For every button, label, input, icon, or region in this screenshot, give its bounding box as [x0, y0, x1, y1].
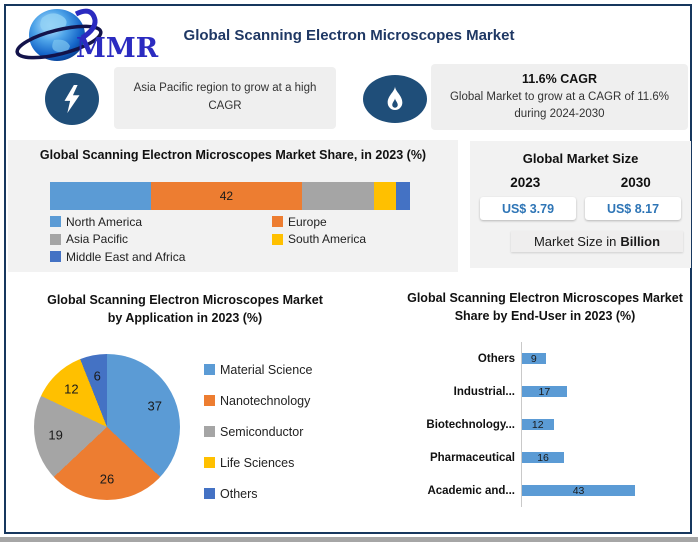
legend-item: Others — [204, 486, 312, 501]
pie-slice-value: 6 — [93, 368, 101, 384]
legend-swatch — [204, 457, 215, 468]
market-size-value-2030: US$ 8.17 — [585, 197, 681, 220]
logo-text: MMR — [76, 33, 159, 62]
market-size-value-2023: US$ 3.79 — [480, 197, 576, 220]
cagr-heading: 11.6% CAGR — [521, 71, 598, 86]
stacked-bar-segment: 42 — [150, 182, 302, 210]
enduser-bar-value: 16 — [537, 451, 549, 464]
enduser-bar: 17 — [522, 385, 567, 398]
legend-item: Material Science — [204, 362, 313, 377]
enduser-bar-value: 12 — [531, 418, 544, 431]
legend-item: South America — [272, 232, 367, 246]
legend-label: Nanotechnology — [220, 393, 311, 408]
enduser-bar: 12 — [522, 418, 554, 431]
pie-slice-value: 12 — [64, 381, 79, 397]
legend-label: Asia Pacific — [66, 232, 129, 246]
mmr-logo: MMR — [14, 4, 166, 64]
enduser-bar: 9 — [522, 352, 546, 365]
legend-item: Asia Pacific — [50, 232, 272, 246]
bottom-edge-strip — [0, 537, 698, 542]
market-share-legend: North America Europe Asia Pacific South Ame… — [50, 214, 367, 264]
enduser-row: Pharmaceutical 16 — [384, 441, 684, 474]
enduser-category-label: Academic and... — [427, 484, 515, 497]
legend-item: North America — [50, 214, 272, 229]
page-title: Global Scanning Electron Microscopes Mar… — [183, 27, 515, 44]
legend-item: Life Sciences — [204, 455, 312, 470]
legend-label: Middle East and Africa — [66, 249, 186, 264]
legend-label: South America — [288, 232, 367, 246]
enduser-bar-chart: Others 9 Industrial... 17 Biotechnology... 12… — [384, 342, 684, 507]
legend-swatch — [50, 216, 61, 227]
market-share-panel: Global Scanning Electron Microscopes Mar… — [8, 140, 458, 272]
legend-label: Material Science — [220, 362, 313, 377]
enduser-bar-area: 43 — [521, 474, 684, 507]
enduser-bar-area: 9 — [521, 342, 684, 375]
enduser-row: Others 9 — [384, 342, 684, 375]
stacked-bar-segment — [373, 182, 396, 210]
enduser-bar-value: 43 — [572, 484, 585, 497]
legend-item: Middle East and Africa — [50, 249, 272, 264]
legend-swatch — [204, 364, 215, 375]
enduser-bar-value: 9 — [530, 352, 537, 365]
legend-swatch — [204, 488, 215, 499]
enduser-category-label: Industrial... — [453, 385, 515, 398]
market-size-year-2023: 2023 — [510, 175, 541, 190]
application-pie-chart: 37 26 19 12 6 — [34, 354, 180, 500]
pie-slice-value: 19 — [48, 427, 63, 443]
highlight-asia-pacific: Asia Pacific region to grow at a high CA… — [114, 67, 336, 129]
highlight-asia-pacific-text: Asia Pacific region to grow at a high CA… — [133, 82, 317, 112]
enduser-bar-area: 16 — [521, 441, 684, 474]
market-size-note-unit: Billion — [620, 234, 661, 249]
stacked-bar-segment — [395, 182, 410, 210]
legend-swatch — [204, 395, 215, 406]
legend-swatch — [272, 233, 283, 245]
legend-swatch — [272, 216, 283, 227]
enduser-row: Biotechnology... 12 — [384, 408, 684, 441]
application-pie-legend: Material Science Nanotechnology Semiconduc… — [204, 362, 313, 501]
enduser-bar: 43 — [522, 484, 636, 497]
enduser-bar-area: 17 — [521, 375, 684, 408]
market-size-title: Global Market Size — [522, 151, 639, 166]
legend-swatch — [204, 426, 215, 437]
application-chart-title: Global Scanning Electron Microscopes Mar… — [47, 293, 323, 326]
legend-label: North America — [66, 214, 143, 229]
globe-icon: MMR — [15, 8, 159, 64]
enduser-chart-title: Global Scanning Electron Microscopes Mar… — [407, 291, 683, 324]
lightning-icon — [45, 73, 99, 125]
enduser-row: Academic and... 43 — [384, 474, 684, 507]
cagr-text: Global Market to grow at a CAGR of 11.6%… — [449, 90, 670, 120]
pie-slice-value: 26 — [99, 471, 115, 487]
legend-label: Life Sciences — [220, 455, 295, 470]
enduser-category-label: Others — [477, 352, 515, 365]
market-share-title: Global Scanning Electron Microscopes Mar… — [39, 148, 427, 162]
legend-label: Semiconductor — [220, 424, 304, 439]
enduser-row: Industrial... 17 — [384, 375, 684, 408]
stacked-bar-segment — [301, 182, 374, 210]
market-size-note-prefix: Market Size in — [533, 234, 617, 249]
enduser-bar-area: 12 — [521, 408, 684, 441]
legend-swatch — [50, 251, 61, 262]
market-share-stacked-bar: 42 — [50, 182, 410, 210]
stacked-bar-value: 42 — [219, 189, 234, 203]
flame-icon — [363, 75, 427, 123]
legend-item: Europe — [272, 214, 366, 229]
enduser-bar: 16 — [522, 451, 565, 464]
legend-label: Europe — [288, 214, 327, 229]
highlight-cagr: 11.6% CAGR Global Market to grow at a CA… — [431, 64, 688, 130]
enduser-category-label: Biotechnology... — [426, 418, 515, 431]
legend-swatch — [50, 233, 61, 245]
market-size-note: Market Size in Billion — [511, 231, 683, 252]
legend-item: Semiconductor — [204, 424, 312, 439]
enduser-bar-value: 17 — [538, 385, 551, 398]
stacked-bar-segment — [50, 182, 151, 210]
legend-label: Others — [220, 486, 258, 501]
pie-slice-value: 37 — [147, 398, 162, 414]
market-size-panel: Global Market Size 2023 2030 US$ 3.79 US… — [470, 141, 691, 268]
market-size-year-2030: 2030 — [620, 175, 651, 190]
legend-item: Nanotechnology — [204, 393, 312, 408]
enduser-category-label: Pharmaceutical — [429, 451, 515, 464]
